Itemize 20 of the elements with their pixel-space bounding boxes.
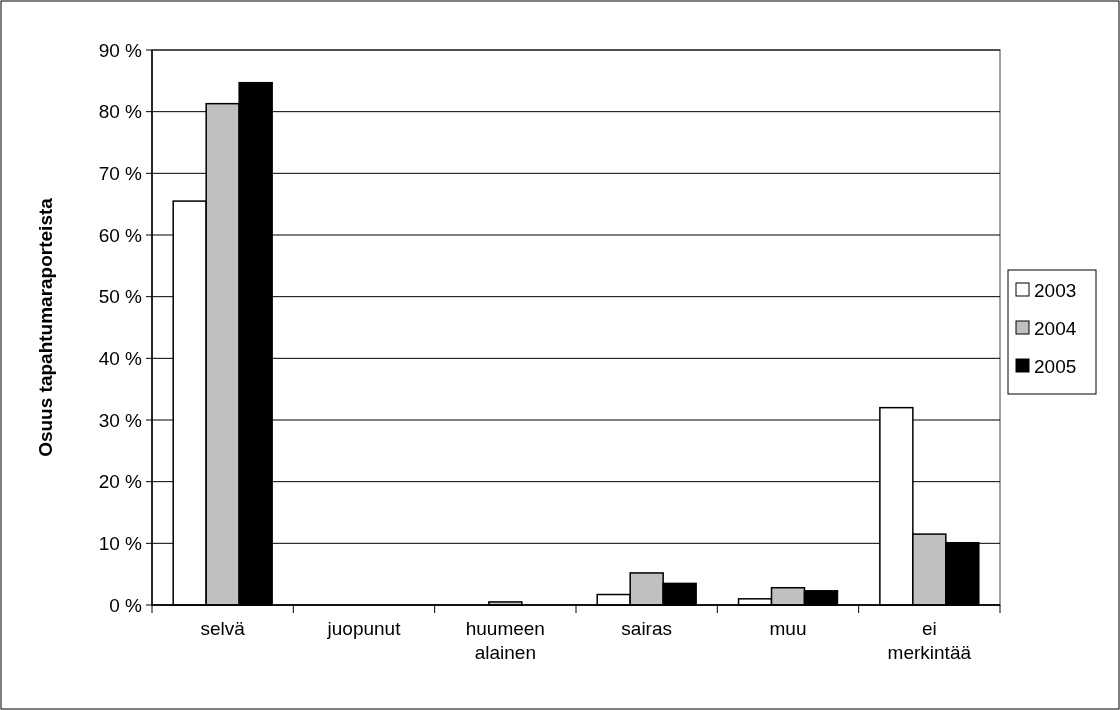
- y-tick-label: 60 %: [98, 224, 143, 246]
- y-tick-label: 40 %: [98, 347, 143, 369]
- x-tick-label: sairas: [621, 618, 673, 639]
- legend-label: 2003: [1034, 279, 1077, 301]
- x-tick-label: muu: [769, 618, 807, 639]
- x-tick-label: juopunut: [326, 618, 402, 639]
- y-tick-label: 90 %: [98, 39, 143, 61]
- x-tick-label: selvä: [200, 618, 246, 639]
- y-tick-label: 70 %: [98, 162, 143, 184]
- y-tick-label: 0 %: [109, 594, 143, 616]
- legend-label: 2005: [1034, 355, 1077, 377]
- y-tick-label: 10 %: [98, 532, 143, 554]
- y-axis-title: Osuus tapahtumaraporteista: [35, 197, 56, 457]
- x-tick-label: ei merkintää: [887, 618, 972, 663]
- y-tick-label: 80 %: [98, 101, 143, 123]
- x-tick-label: huumeen alainen: [465, 618, 545, 663]
- y-tick-label: 30 %: [98, 409, 143, 431]
- y-tick-label: 50 %: [98, 286, 143, 308]
- legend-label: 2004: [1034, 317, 1077, 339]
- y-tick-label: 20 %: [98, 471, 143, 493]
